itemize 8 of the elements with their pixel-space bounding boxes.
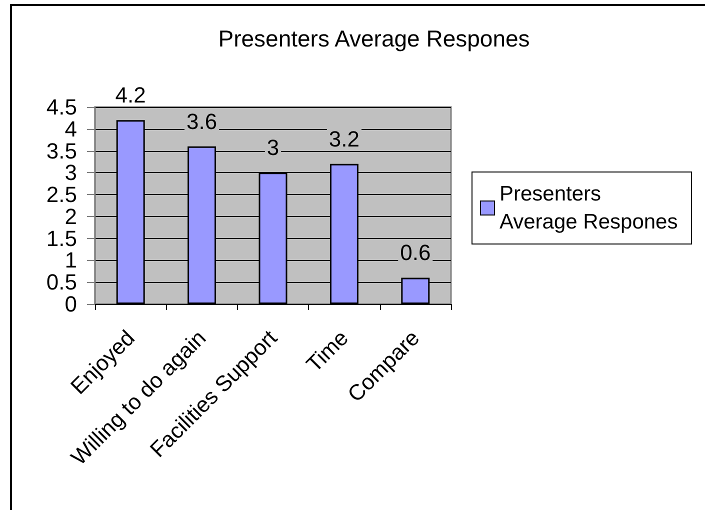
data-label: 3 <box>266 135 280 160</box>
legend-label: Presenters Average Respones <box>500 182 678 234</box>
data-label: 3.2 <box>328 126 360 152</box>
data-label: 4.2 <box>115 82 146 108</box>
x-tick-label: Time <box>301 325 354 377</box>
data-label: 3.6 <box>186 108 218 134</box>
data-label: 0.6 <box>400 240 431 266</box>
chart-title: Presenters Average Respones <box>218 26 530 52</box>
